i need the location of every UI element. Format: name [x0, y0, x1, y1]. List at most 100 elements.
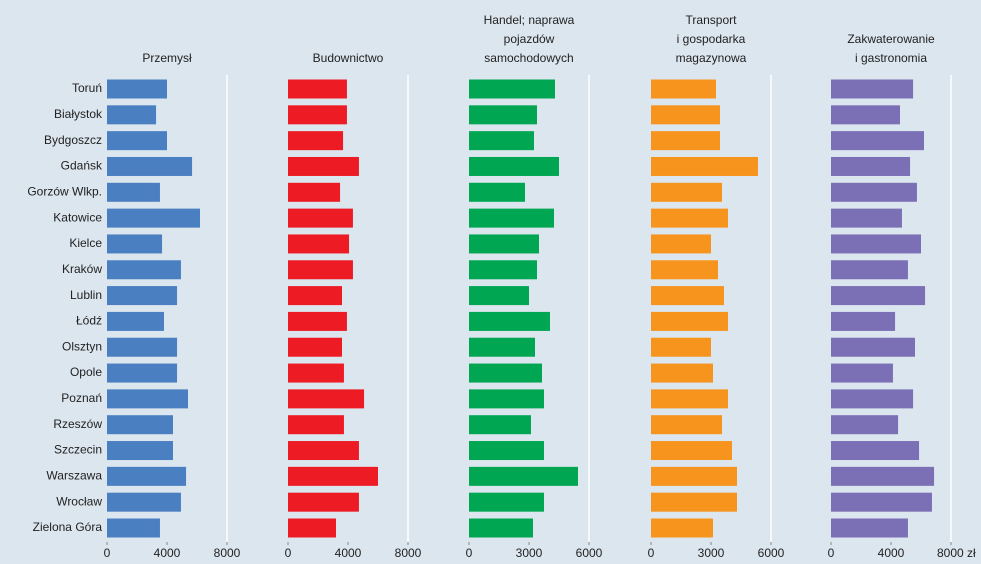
bar: [288, 337, 342, 357]
panel-title: Budownictwo: [313, 51, 384, 65]
category-label: Toruń: [72, 81, 102, 95]
bar: [288, 311, 347, 331]
bar: [107, 131, 167, 151]
x-tick-label: 4000: [878, 546, 905, 560]
category-label: Opole: [70, 365, 102, 379]
bar: [107, 234, 163, 254]
bar: [288, 131, 344, 151]
bar: [831, 105, 900, 125]
bar: [831, 234, 921, 254]
bar: [651, 260, 718, 280]
bar: [107, 389, 188, 409]
x-tick-label: 0: [648, 546, 655, 560]
bar: [107, 518, 160, 538]
bar: [651, 466, 737, 486]
bar: [651, 208, 728, 228]
bar: [288, 466, 378, 486]
x-tick-label: 3000: [698, 546, 725, 560]
bar: [831, 208, 902, 228]
panel-title: Przemysł: [142, 51, 192, 65]
bar: [469, 337, 535, 357]
bar: [288, 79, 347, 99]
bar: [107, 79, 167, 99]
bar: [831, 415, 899, 435]
bar: [107, 311, 164, 331]
bar: [288, 105, 347, 125]
panel-title: magazynowa: [676, 51, 747, 65]
bar: [651, 337, 711, 357]
category-label: Warszawa: [46, 469, 102, 483]
bar: [831, 389, 914, 409]
bar: [831, 79, 914, 99]
category-label: Kielce: [69, 236, 102, 250]
category-label: Szczecin: [54, 443, 102, 457]
bar: [469, 131, 534, 151]
bar: [831, 466, 935, 486]
bar: [288, 234, 350, 254]
category-label: Gdańsk: [61, 159, 103, 173]
bar: [107, 466, 187, 486]
bar: [831, 131, 924, 151]
bar: [288, 286, 342, 306]
bar: [107, 286, 178, 306]
x-tick-label: 4000: [335, 546, 362, 560]
bar: [831, 492, 932, 512]
bar: [469, 441, 544, 461]
x-tick-label: 6000: [576, 546, 603, 560]
bar: [107, 105, 157, 125]
category-label: Wrocław: [56, 494, 102, 508]
bar: [288, 518, 336, 538]
x-tick-label: 0: [285, 546, 292, 560]
bar: [651, 131, 720, 151]
panel-title: Transport: [686, 13, 738, 27]
category-label: Poznań: [61, 391, 102, 405]
bar: [288, 441, 359, 461]
bar: [107, 208, 200, 228]
category-label: Białystok: [54, 107, 103, 121]
bar: [288, 415, 344, 435]
panel-title: samochodowych: [484, 51, 573, 65]
x-tick-label: 8000 zł: [937, 546, 976, 560]
bar: [651, 389, 728, 409]
category-label: Zielona Góra: [33, 520, 103, 534]
bar: [469, 208, 554, 228]
bar: [651, 79, 716, 99]
bar: [469, 182, 525, 202]
bar: [107, 415, 173, 435]
bar: [469, 105, 537, 125]
bar: [288, 156, 359, 176]
panel-title: pojazdów: [504, 32, 555, 46]
bar: [469, 518, 533, 538]
bar: [469, 415, 531, 435]
bar: [469, 311, 550, 331]
bar: [288, 182, 341, 202]
x-tick-label: 8000: [395, 546, 422, 560]
x-tick-label: 0: [466, 546, 473, 560]
category-label: Rzeszów: [53, 417, 102, 431]
category-label: Gorzów Wlkp.: [27, 184, 102, 198]
bar: [651, 492, 737, 512]
x-tick-label: 3000: [516, 546, 543, 560]
bar: [107, 182, 160, 202]
bar: [831, 337, 915, 357]
bar: [107, 363, 178, 383]
bar: [831, 286, 926, 306]
bar: [288, 208, 353, 228]
x-tick-label: 0: [104, 546, 111, 560]
category-label: Kraków: [62, 262, 102, 276]
bar: [288, 492, 359, 512]
bar: [651, 415, 722, 435]
panel-title: i gospodarka: [677, 32, 746, 46]
bar: [107, 492, 181, 512]
bar: [288, 260, 353, 280]
panel-title: Zakwaterowanie: [847, 32, 935, 46]
bar: [107, 260, 181, 280]
category-label: Łódź: [76, 314, 102, 328]
bar: [469, 466, 578, 486]
bar: [651, 182, 722, 202]
bar: [469, 363, 542, 383]
bar: [831, 260, 908, 280]
category-label: Lublin: [70, 288, 102, 302]
bar: [831, 518, 908, 538]
